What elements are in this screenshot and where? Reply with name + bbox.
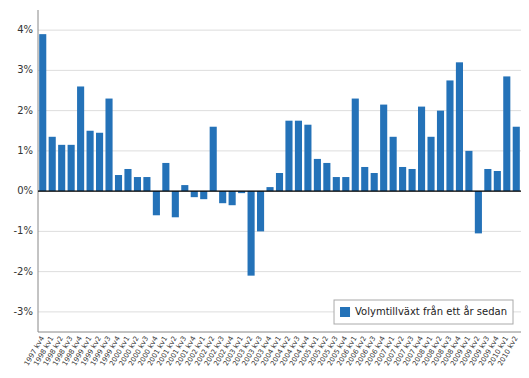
bar — [390, 137, 397, 191]
bar — [285, 121, 292, 191]
y-tick-label: 4% — [17, 24, 33, 35]
y-grid — [38, 30, 521, 312]
y-tick-label: 0% — [17, 185, 33, 196]
bar — [323, 163, 330, 191]
legend: Volymtillväxt från ett år sedan — [334, 300, 513, 324]
bar — [87, 131, 94, 191]
x-axis-line — [38, 332, 521, 333]
y-tick-label: 3% — [17, 64, 33, 75]
legend-label: Volymtillväxt från ett år sedan — [355, 305, 507, 317]
bar — [446, 80, 453, 191]
bar — [210, 127, 217, 191]
bar — [143, 177, 150, 191]
x-tick-label: 2010 kv2 — [496, 335, 519, 367]
bar — [77, 86, 84, 191]
bar — [380, 105, 387, 192]
grid-line — [38, 30, 521, 31]
bar — [513, 127, 520, 191]
bar — [257, 191, 264, 231]
bar — [475, 191, 482, 233]
y-tick-label: 2% — [17, 105, 33, 116]
y-tick-label: 1% — [17, 145, 33, 156]
bar — [134, 177, 141, 191]
grid-line — [38, 191, 521, 192]
legend-swatch — [340, 307, 350, 317]
bar — [96, 133, 103, 191]
bar — [333, 177, 340, 191]
bar — [266, 187, 273, 191]
bar — [352, 99, 359, 192]
bar — [162, 163, 169, 191]
grid-line — [38, 231, 521, 232]
x-tick-labels: 1997 kv41998 kv11998 kv21998 kv31998 kv4… — [23, 334, 520, 367]
bar — [342, 177, 349, 191]
y-tick-labels: -3% -2% -1% 0% 1% 2% 3% 4% — [14, 24, 33, 317]
bar — [200, 191, 207, 199]
bar — [503, 76, 510, 191]
bar — [124, 169, 131, 191]
bar — [191, 191, 198, 197]
bar — [172, 191, 179, 217]
grid-line — [38, 70, 521, 71]
bar — [219, 191, 226, 203]
bar — [248, 191, 255, 276]
y-tick-label: -3% — [14, 306, 33, 317]
bars — [39, 34, 520, 276]
bar — [465, 151, 472, 191]
bar — [437, 111, 444, 192]
y-tick-label: -1% — [14, 225, 33, 236]
bar — [494, 171, 501, 191]
bar — [361, 167, 368, 191]
bar — [39, 34, 46, 191]
bar — [181, 185, 188, 191]
chart: -3% -2% -1% 0% 1% 2% 3% 4% 1997 kv41998 kv11998 … — [0, 0, 529, 378]
y-axis-line — [38, 10, 39, 332]
zero-line — [38, 191, 521, 192]
bar — [115, 175, 122, 191]
bar — [371, 173, 378, 191]
bar — [427, 137, 434, 191]
bar — [304, 125, 311, 191]
bar — [418, 107, 425, 192]
bar — [229, 191, 236, 205]
bar — [484, 169, 491, 191]
bar — [456, 62, 463, 191]
bar — [276, 173, 283, 191]
legend-box — [334, 300, 513, 324]
bar — [314, 159, 321, 191]
y-tick-label: -2% — [14, 266, 33, 277]
bar — [68, 145, 75, 191]
bar — [399, 167, 406, 191]
bar — [295, 121, 302, 191]
grid-line — [38, 271, 521, 272]
bar — [409, 169, 416, 191]
bar — [49, 137, 56, 191]
bar — [105, 99, 112, 192]
bar — [153, 191, 160, 215]
bar — [58, 145, 65, 191]
